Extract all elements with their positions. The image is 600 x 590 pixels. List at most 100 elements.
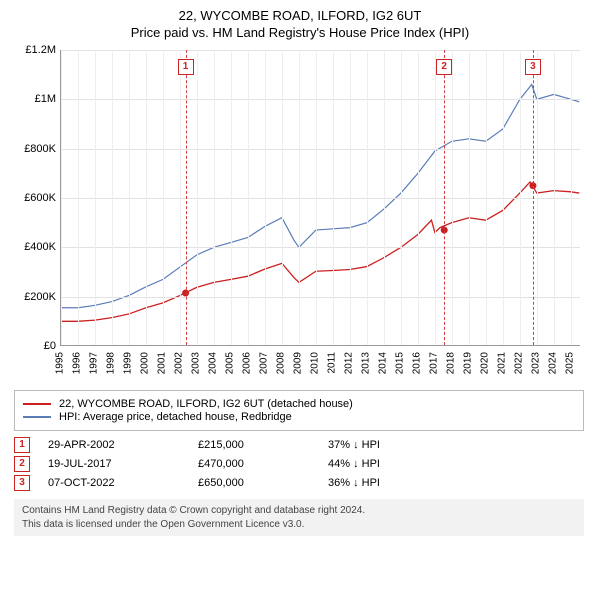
attribution-line-1: Contains HM Land Registry data © Crown c… [22, 504, 576, 518]
x-tick-label: 2003 [190, 352, 201, 374]
title-block: 22, WYCOMBE ROAD, ILFORD, IG2 6UT Price … [14, 8, 586, 40]
title-line-2: Price paid vs. HM Land Registry's House … [14, 25, 586, 40]
chart: £0£200K£400K£600K£800K£1M£1.2M 123 19951… [14, 46, 584, 386]
grid-line-v [503, 50, 504, 345]
x-tick-label: 1998 [105, 352, 116, 374]
sale-row: 2 19-JUL-2017£470,00044% ↓ HPI [14, 456, 584, 472]
x-tick-label: 1996 [71, 352, 82, 374]
grid-line-v [129, 50, 130, 345]
x-axis-labels: 1995199619971998199920002001200220032004… [60, 348, 580, 388]
sale-price: £215,000 [198, 439, 328, 451]
sale-date: 07-OCT-2022 [48, 477, 198, 489]
marker-line-1 [186, 50, 187, 345]
legend-label: 22, WYCOMBE ROAD, ILFORD, IG2 6UT (detac… [59, 398, 353, 410]
x-tick-label: 2022 [513, 352, 524, 374]
sale-delta: 36% ↓ HPI [328, 477, 380, 489]
grid-line-v [61, 50, 62, 345]
x-tick-label: 2020 [479, 352, 490, 374]
legend: 22, WYCOMBE ROAD, ILFORD, IG2 6UT (detac… [14, 390, 584, 431]
grid-line-v [486, 50, 487, 345]
x-tick-label: 2001 [156, 352, 167, 374]
marker-box-3: 3 [525, 59, 541, 75]
grid-line-v [537, 50, 538, 345]
y-tick-label: £600K [24, 192, 56, 204]
x-tick-label: 2011 [326, 352, 337, 374]
legend-swatch [23, 403, 51, 405]
x-tick-label: 2018 [445, 352, 456, 374]
grid-line-v [367, 50, 368, 345]
marker-box-2: 2 [436, 59, 452, 75]
x-tick-label: 1999 [122, 352, 133, 374]
x-tick-label: 2019 [462, 352, 473, 374]
legend-item: 22, WYCOMBE ROAD, ILFORD, IG2 6UT (detac… [23, 398, 575, 410]
x-tick-label: 2013 [360, 352, 371, 374]
x-tick-label: 1997 [88, 352, 99, 374]
sale-row: 3 07-OCT-2022£650,00036% ↓ HPI [14, 475, 584, 491]
sale-marker-3: 3 [14, 475, 30, 491]
grid-line-v [78, 50, 79, 345]
grid-line-v [248, 50, 249, 345]
grid-line-v [401, 50, 402, 345]
attribution-line-2: This data is licensed under the Open Gov… [22, 518, 576, 532]
sale-price: £470,000 [198, 458, 328, 470]
x-tick-label: 2007 [258, 352, 269, 374]
legend-label: HPI: Average price, detached house, Redb… [59, 411, 292, 423]
plot-area: 123 [60, 50, 580, 346]
x-tick-label: 2012 [343, 352, 354, 374]
sale-marker-2: 2 [14, 456, 30, 472]
sale-delta: 44% ↓ HPI [328, 458, 380, 470]
sale-date: 19-JUL-2017 [48, 458, 198, 470]
series-hpi [61, 85, 579, 308]
sale-date: 29-APR-2002 [48, 439, 198, 451]
grid-line-v [95, 50, 96, 345]
grid-line-v [231, 50, 232, 345]
sale-price: £650,000 [198, 477, 328, 489]
sale-delta: 37% ↓ HPI [328, 439, 380, 451]
grid-line-v [418, 50, 419, 345]
x-tick-label: 2004 [207, 352, 218, 374]
y-tick-label: £400K [24, 241, 56, 253]
grid-line-v [452, 50, 453, 345]
legend-item: HPI: Average price, detached house, Redb… [23, 411, 575, 423]
grid-line-v [146, 50, 147, 345]
grid-line-v [163, 50, 164, 345]
grid-line-v [180, 50, 181, 345]
attribution: Contains HM Land Registry data © Crown c… [14, 499, 584, 536]
grid-line-v [197, 50, 198, 345]
marker-line-3 [533, 50, 534, 345]
grid-line-v [282, 50, 283, 345]
grid-line-v [469, 50, 470, 345]
grid-line-v [333, 50, 334, 345]
y-tick-label: £1M [35, 93, 56, 105]
grid-line-v [316, 50, 317, 345]
x-tick-label: 2024 [547, 352, 558, 374]
y-tick-label: £200K [24, 291, 56, 303]
x-tick-label: 2017 [428, 352, 439, 374]
x-tick-label: 2005 [224, 352, 235, 374]
x-tick-label: 2000 [139, 352, 150, 374]
grid-line-v [350, 50, 351, 345]
grid-line-v [112, 50, 113, 345]
y-axis-labels: £0£200K£400K£600K£800K£1M£1.2M [14, 46, 58, 346]
grid-line-v [299, 50, 300, 345]
sale-row: 1 29-APR-2002£215,00037% ↓ HPI [14, 437, 584, 453]
grid-line-v [435, 50, 436, 345]
grid-line-v [384, 50, 385, 345]
sales-table: 1 29-APR-2002£215,00037% ↓ HPI 2 19-JUL-201… [14, 437, 584, 491]
x-tick-label: 2016 [411, 352, 422, 374]
sale-marker-1: 1 [14, 437, 30, 453]
x-tick-label: 2015 [394, 352, 405, 374]
x-tick-label: 2010 [309, 352, 320, 374]
grid-line-v [520, 50, 521, 345]
x-tick-label: 2008 [275, 352, 286, 374]
y-tick-label: £1.2M [25, 44, 56, 56]
y-tick-label: £0 [44, 340, 56, 352]
y-tick-label: £800K [24, 143, 56, 155]
x-tick-label: 2009 [292, 352, 303, 374]
grid-line-v [571, 50, 572, 345]
series-property [61, 182, 579, 321]
x-tick-label: 2023 [530, 352, 541, 374]
x-tick-label: 2002 [173, 352, 184, 374]
grid-line-v [214, 50, 215, 345]
x-tick-label: 2021 [496, 352, 507, 374]
